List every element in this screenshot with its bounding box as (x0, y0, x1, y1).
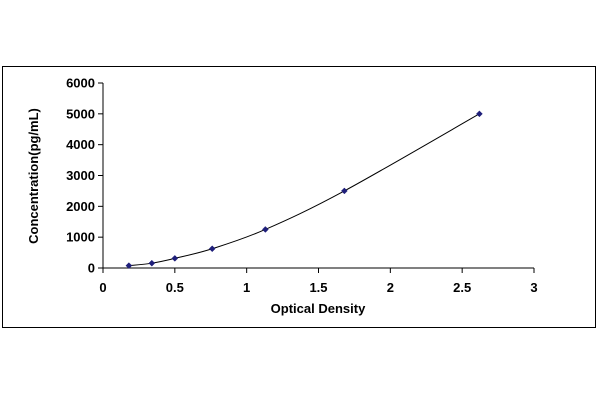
y-tick-label: 6000 (66, 76, 95, 91)
x-tick-label: 3 (530, 280, 537, 295)
x-axis-title: Optical Density (271, 301, 366, 316)
axes (102, 83, 534, 269)
data-point (171, 255, 179, 262)
chart-frame (2, 66, 596, 328)
y-tick-label: 4000 (66, 137, 95, 152)
y-ticks: 0 1000 2000 3000 4000 5000 6000 (66, 76, 103, 276)
data-point (125, 262, 133, 269)
y-tick-label: 1000 (66, 230, 95, 245)
x-tick-label: 0 (99, 280, 106, 295)
data-point (208, 245, 216, 253)
x-ticks: 0 0.5 1 1.5 2 2.5 3 (99, 268, 538, 295)
x-tick-label: 2.5 (453, 280, 471, 295)
y-axis-title: Concentration(pg/mL) (26, 108, 41, 244)
y-tick-label: 2000 (66, 199, 95, 214)
x-tick-label: 1.5 (309, 280, 327, 295)
y-tick-label: 3000 (66, 168, 95, 183)
x-tick-label: 0.5 (166, 280, 184, 295)
y-tick-label: 5000 (66, 106, 95, 121)
y-tick-label: 0 (88, 261, 95, 276)
data-point (341, 187, 348, 195)
x-tick-label: 1 (243, 280, 250, 295)
data-point (148, 259, 156, 267)
data-point (261, 226, 269, 233)
data-points (125, 110, 483, 269)
fit-curve (128, 113, 480, 267)
data-point (476, 110, 483, 118)
x-tick-label: 2 (387, 280, 394, 295)
